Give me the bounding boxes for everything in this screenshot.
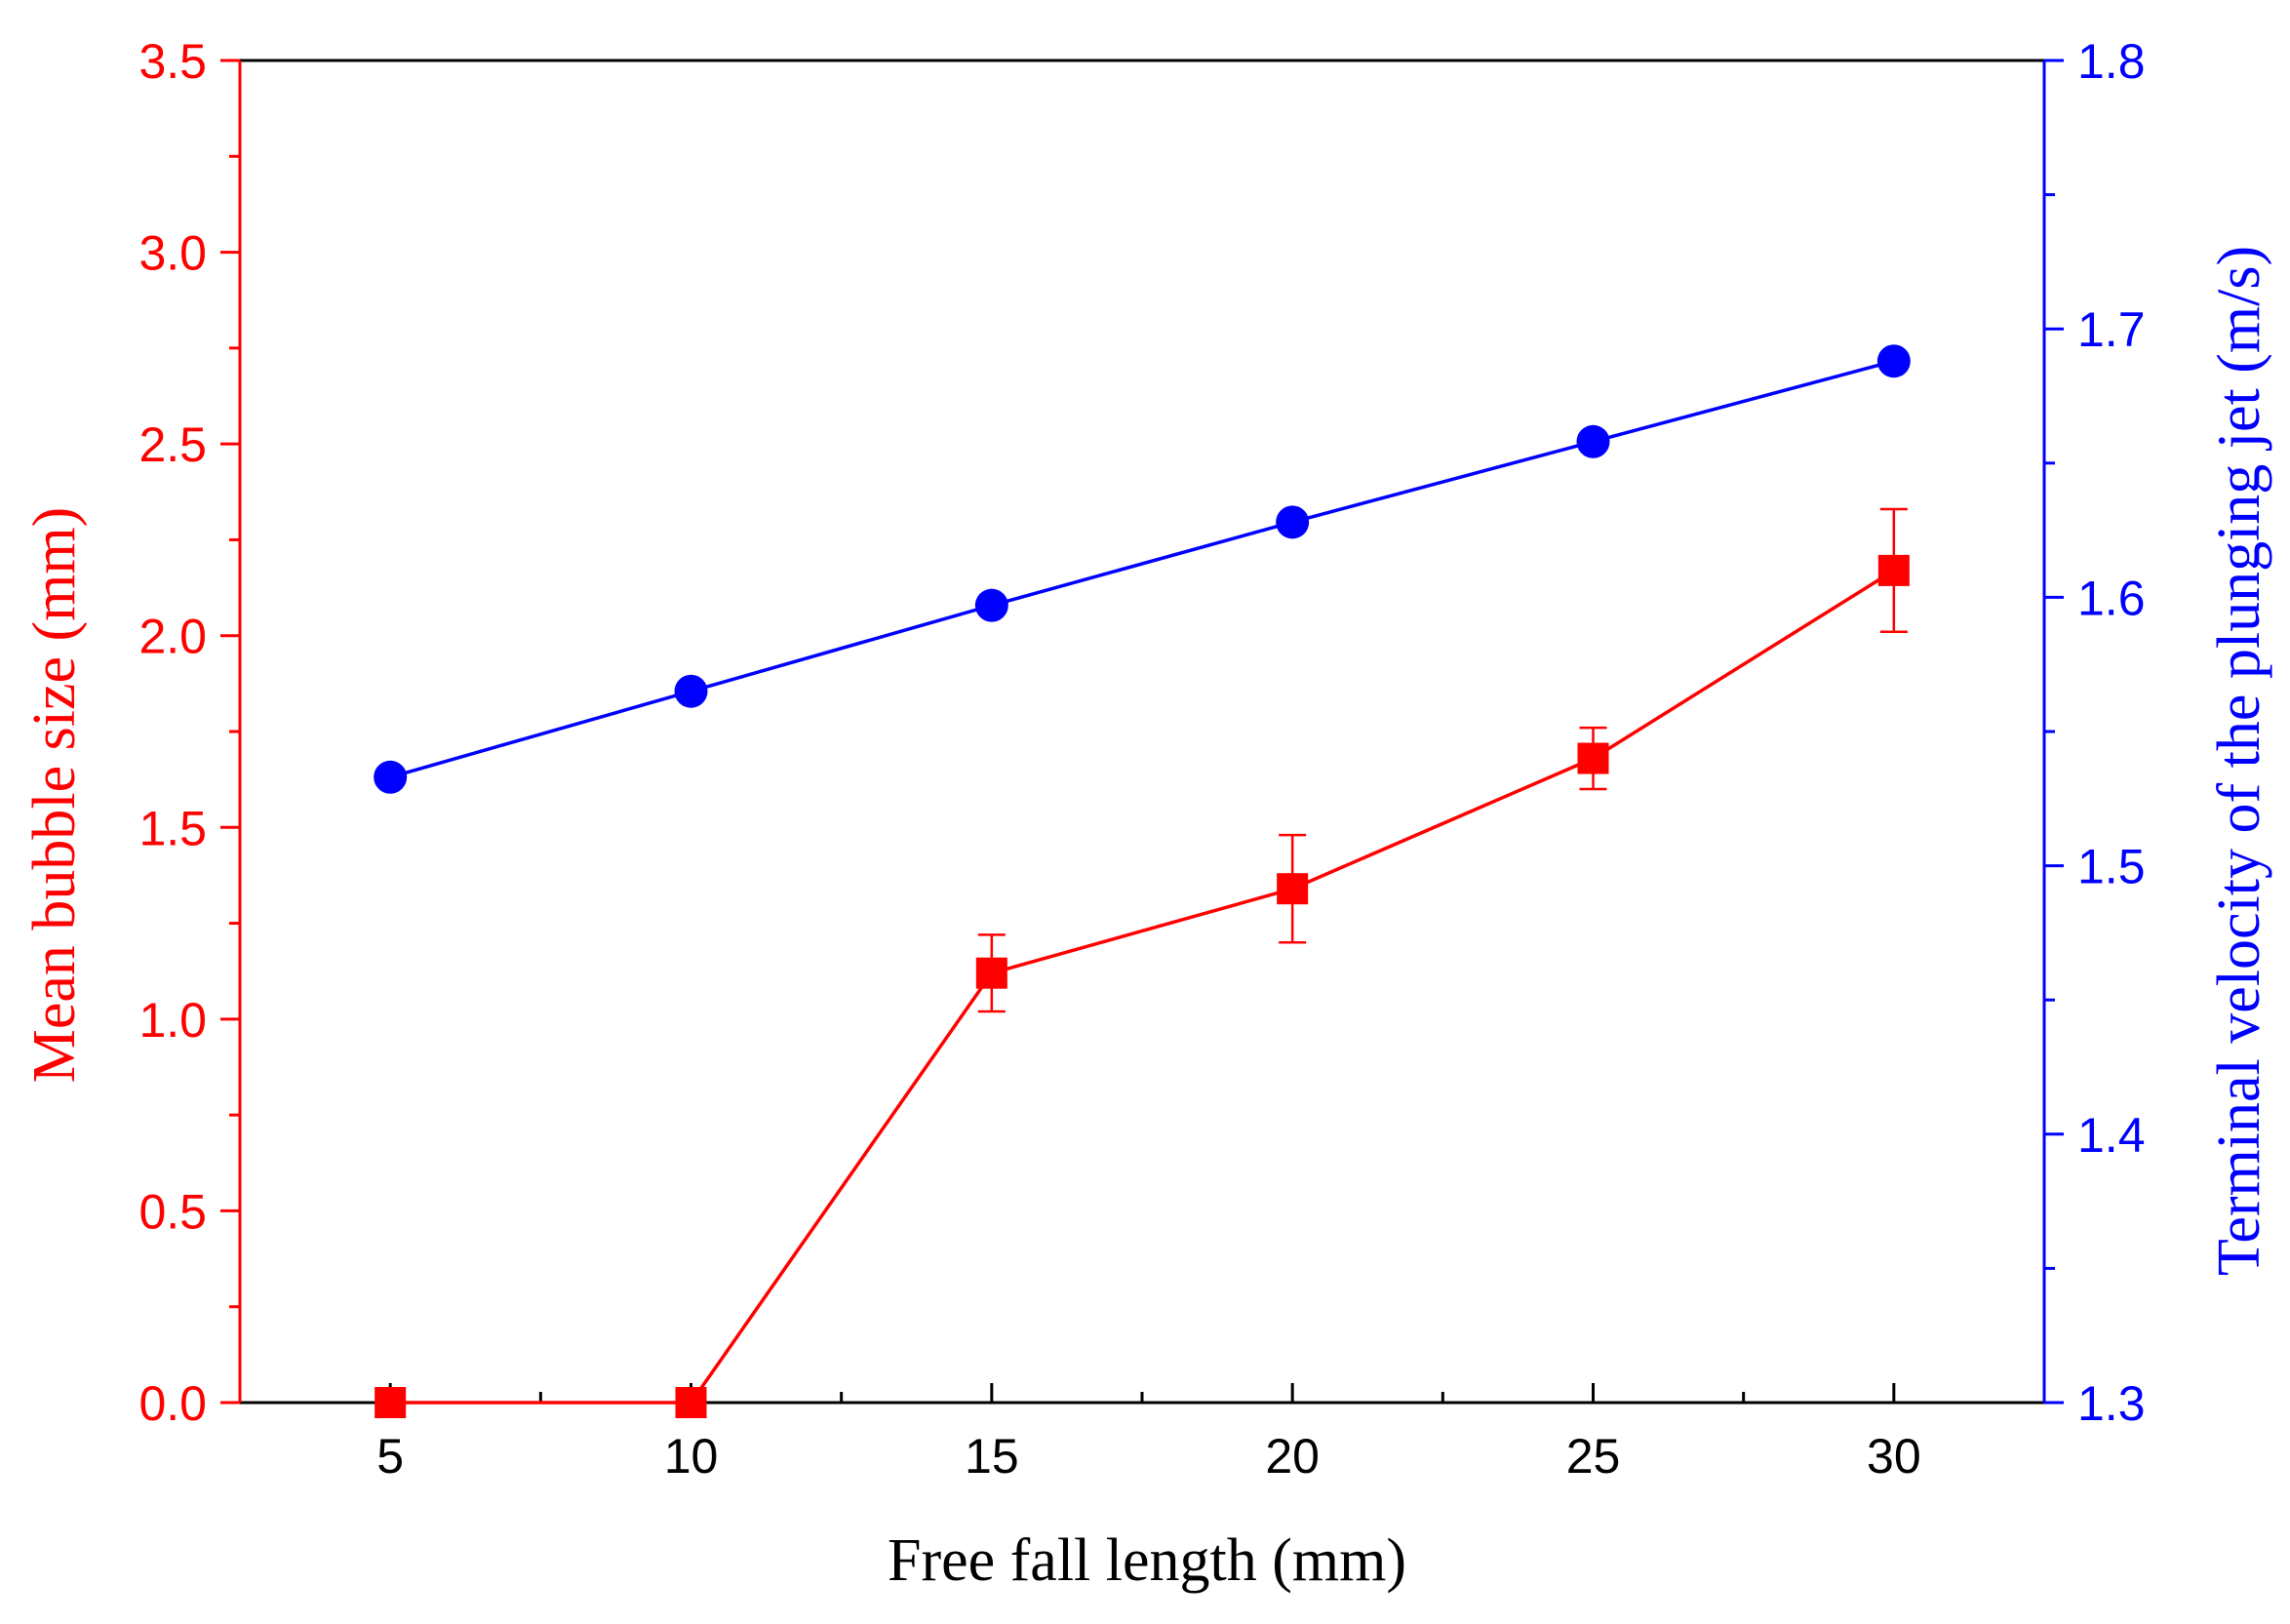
data-point-circle (1876, 344, 1911, 378)
data-point-circle (1576, 424, 1610, 458)
data-point-square (675, 1387, 707, 1418)
y-left-tick-label: 3.0 (138, 226, 207, 281)
series-line (389, 359, 1895, 779)
data-point-square (975, 957, 1007, 989)
data-point-square (375, 1387, 407, 1418)
series-right (374, 344, 1911, 794)
x-axis-title: Free fall length (mm) (888, 1527, 1406, 1594)
y-right-tick-label: 1.3 (2077, 1376, 2146, 1431)
y-right-tick-label: 1.8 (2077, 34, 2146, 89)
x-tick-label: 10 (664, 1429, 719, 1484)
data-point-square (1277, 873, 1309, 905)
series-line (390, 569, 1895, 1405)
x-tick-label: 20 (1265, 1429, 1320, 1484)
y-axis-right-title: Terminal velocity of the plunging jet (m… (2206, 246, 2272, 1276)
y-left-tick-label: 0.0 (138, 1376, 207, 1431)
data-point-circle (674, 674, 708, 708)
y-right-tick-label: 1.4 (2077, 1108, 2146, 1163)
y-left-tick-label: 1.0 (138, 993, 207, 1048)
y-left-tick-label: 3.5 (138, 34, 207, 89)
x-tick-label: 5 (376, 1429, 404, 1484)
y-right-tick-label: 1.7 (2077, 302, 2146, 357)
x-axis: 5 10 15 20 25 30 (376, 1383, 2046, 1484)
series-left (375, 507, 1910, 1418)
y-right-tick-label: 1.5 (2077, 840, 2146, 894)
x-tick-label: 30 (1867, 1429, 1921, 1484)
y-right-tick-label: 1.6 (2077, 571, 2146, 625)
data-point-circle (1276, 505, 1310, 539)
y-left-tick-label: 2.5 (138, 417, 207, 472)
y-left-tick-label: 1.5 (138, 801, 207, 855)
y-left-tick-label: 2.0 (138, 610, 207, 664)
series-layer (374, 344, 1911, 1418)
y-axis-left-title: Mean bubble size (mm) (21, 507, 88, 1084)
plot-frame (240, 59, 2044, 1405)
x-tick-label: 25 (1566, 1429, 1621, 1484)
data-point-circle (374, 760, 408, 794)
y-axis-left: 0.0 0.5 1.0 1.5 2.0 2.5 3.0 3.5 (138, 34, 242, 1431)
x-tick-label: 15 (965, 1429, 1019, 1484)
y-left-tick-label: 0.5 (138, 1184, 207, 1239)
y-axis-right: 1.3 1.4 1.5 1.6 1.7 1.8 (2042, 34, 2146, 1431)
data-point-square (1877, 554, 1910, 586)
data-point-square (1577, 742, 1609, 774)
data-point-circle (974, 588, 1008, 622)
